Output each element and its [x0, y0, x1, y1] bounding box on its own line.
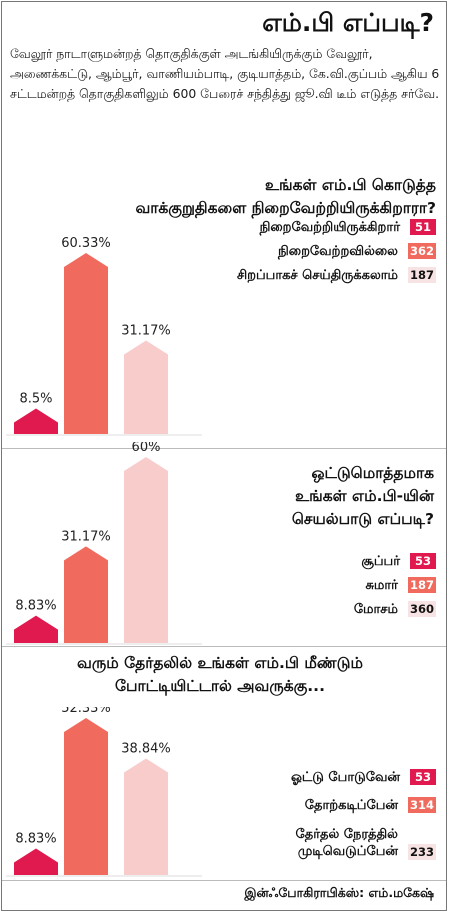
bar-value-label: 52.33%: [61, 707, 111, 716]
question-3-chart: 8.83% 52.33% 38.84%: [2, 707, 222, 879]
bar-value-label: 38.84%: [121, 741, 171, 756]
question-2-legend: சூப்பர் 53 சுமார் 187 மோசம் 360: [196, 550, 436, 630]
bar-value-label: 8.5%: [19, 392, 52, 407]
bar-2: [64, 253, 108, 434]
question-3-title: வரும் தேர்தலில் உங்கள் எம்.பி மீண்டும் ப…: [6, 652, 434, 698]
bar-value-label: 8.83%: [15, 832, 56, 847]
question-3-title-line: வரும் தேர்தலில் உங்கள் எம்.பி மீண்டும்: [77, 654, 363, 672]
legend-item: மோசம் 360: [354, 598, 436, 620]
bar-3: [124, 340, 168, 434]
legend-item: தேர்தல் நேரத்தில் முடிவெடுப்பேன் 233: [295, 822, 436, 860]
section-divider: [2, 880, 446, 881]
legend-item: நிறைவேற்றியிருக்கிறார் 51: [260, 216, 436, 238]
question-3-legend: ஓட்டு போடுவேன் 53 தோற்கடிப்பேன் 314 தேர்தல் …: [196, 766, 436, 866]
bar-value-label: 60.33%: [61, 236, 111, 251]
question-1-legend: நிறைவேற்றியிருக்கிறார் 51 நிறைவேற்றவில்லை 3…: [196, 216, 436, 296]
bar-value-label: 31.17%: [61, 529, 111, 544]
bar-value-label: 60%: [132, 442, 161, 455]
legend-label: நிறைவேற்றியிருக்கிறார்: [259, 219, 400, 235]
legend-label: ஓட்டு போடுவேன்: [291, 769, 400, 785]
bar-2: [64, 546, 108, 643]
question-2-title-line: செயல்பாடு எப்படி?: [291, 510, 434, 528]
question-1-title-line: வாக்குறுதிகளை நிறைவேற்றியிருக்கிறாரா?: [135, 199, 436, 217]
legend-item: ஓட்டு போடுவேன் 53: [291, 766, 436, 788]
legend-count-badge: 314: [407, 797, 436, 813]
legend-item: தோற்கடிப்பேன் 314: [305, 794, 436, 816]
legend-item: நிறைவேற்றவில்லை 362: [278, 240, 436, 262]
legend-label: நிறைவேற்றவில்லை: [278, 243, 398, 259]
page-title: எம்.பி எப்படி?: [262, 8, 434, 37]
legend-count-badge: 360: [407, 601, 436, 617]
question-3-title-line: போட்டியிட்டால் அவருக்கு...: [115, 677, 325, 695]
legend-label: சிறப்பாகச் செய்திருக்கலாம்: [236, 267, 398, 283]
bar-chart-svg: 8.83% 31.17% 60%: [6, 442, 202, 645]
question-1-chart: 8.5% 60.33% 31.17%: [2, 208, 222, 438]
legend-count-badge: 362: [407, 243, 436, 259]
question-2-title-line: ஒட்டுமொத்தமாக: [311, 464, 434, 482]
question-2-title: ஒட்டுமொத்தமாக உங்கள் எம்.பி-யின் செயல்பா…: [292, 462, 434, 531]
legend-count-badge: 187: [407, 577, 436, 593]
legend-item: சிறப்பாகச் செய்திருக்கலாம் 187: [237, 264, 436, 286]
question-1-title: உங்கள் எம்.பி கொடுத்த வாக்குறுதிகளை நிறை…: [135, 174, 436, 220]
legend-item: சுமார் 187: [365, 574, 436, 596]
bar-1: [14, 848, 58, 875]
section-divider: [2, 448, 446, 449]
legend-label: தோற்கடிப்பேன்: [304, 797, 398, 813]
legend-count-badge: 53: [410, 769, 436, 785]
bar-value-label: 8.83%: [15, 599, 56, 614]
question-2-chart: 8.83% 31.17% 60%: [2, 442, 222, 647]
legend-count-badge: 233: [407, 844, 436, 860]
legend-label: சுமார்: [365, 577, 398, 593]
section-divider: [2, 646, 446, 647]
bar-chart-svg: 8.5% 60.33% 31.17%: [6, 236, 202, 436]
bar-chart-svg: 8.83% 52.33% 38.84%: [6, 707, 202, 877]
legend-item: சூப்பர் 53: [361, 550, 436, 572]
legend-count-badge: 53: [410, 553, 436, 569]
legend-count-badge: 187: [407, 267, 436, 283]
bar-1: [14, 408, 58, 434]
bar-2: [64, 718, 108, 875]
bar-3: [124, 758, 168, 875]
legend-label: மோசம்: [353, 601, 398, 617]
bar-3: [124, 457, 168, 643]
bar-1: [14, 615, 58, 643]
survey-intro: வேலூர் நாடாளுமன்றத் தொகுதிக்குள் அடங்கிய…: [10, 46, 440, 101]
question-1-title-line: உங்கள் எம்.பி கொடுத்த: [264, 176, 436, 194]
credit-line: இன்ஃபோகிராபிக்ஸ்: எம்.மகேஷ்: [244, 885, 434, 900]
legend-label: தேர்தல் நேரத்தில் முடிவெடுப்பேன்: [295, 827, 398, 859]
bar-value-label: 31.17%: [121, 323, 171, 338]
legend-count-badge: 51: [410, 219, 436, 235]
question-2-title-line: உங்கள் எம்.பி-யின்: [295, 487, 434, 505]
legend-label: சூப்பர்: [361, 553, 400, 569]
